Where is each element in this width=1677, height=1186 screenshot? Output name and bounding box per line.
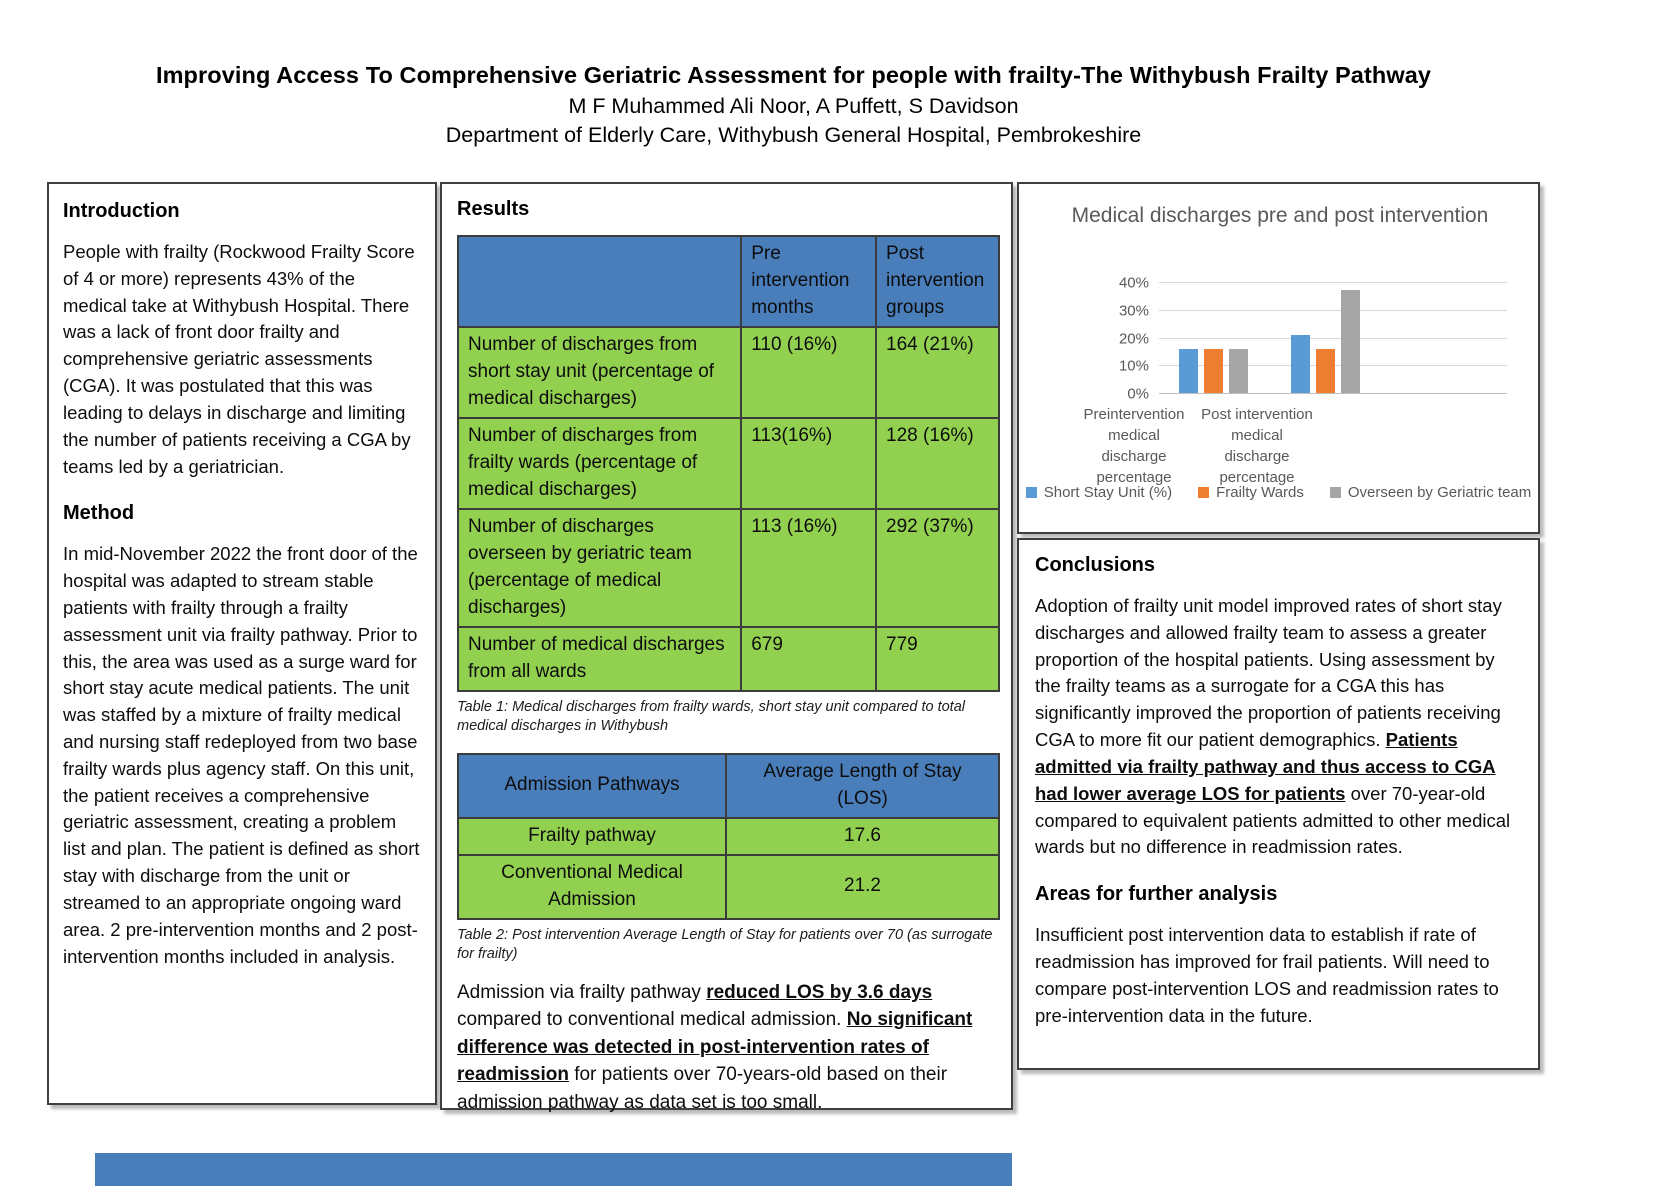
table-row: Conventional Medical Admission 21.2: [457, 853, 1000, 920]
y-axis-tick-label: 20%: [1118, 330, 1149, 347]
discharges-table: Pre intervention months Post intervention…: [456, 235, 1000, 692]
table-cell: 292 (37%): [875, 507, 1000, 628]
footer-accent-bar: [95, 1153, 1012, 1186]
table-cell: 17.6: [725, 816, 1000, 856]
table-cell: Number of discharges from frailty wards …: [456, 416, 743, 510]
chart-gridline: [1159, 337, 1507, 339]
table-cell: Number of medical discharges from all wa…: [456, 625, 743, 692]
table-header-cell: Average Length of Stay (LOS): [725, 752, 1000, 819]
introduction-heading: Introduction: [63, 200, 180, 222]
chart-gridline: [1159, 393, 1507, 394]
table-cell: 21.2: [725, 853, 1000, 920]
table-cell: Number of discharges from short stay uni…: [456, 325, 743, 419]
y-axis-tick-label: 10%: [1118, 357, 1149, 375]
results-heading: Results: [457, 198, 530, 220]
y-axis-tick-label: 40%: [1118, 274, 1149, 292]
legend-label: Short Stay Unit (%): [1043, 484, 1173, 501]
table2-caption: Table 2: Post intervention Average Lengt…: [457, 926, 993, 963]
poster-header: Improving Access To Comprehensive Geriat…: [0, 62, 1587, 148]
method-heading: Method: [63, 502, 135, 525]
text-run: Admission via frailty pathway: [457, 981, 707, 1003]
chart-bar: [1179, 349, 1198, 393]
conclusions-box: Conclusions Adoption of frailty unit mod…: [1017, 538, 1540, 1070]
legend-swatch-icon: [1329, 487, 1341, 498]
table-row: Number of discharges from short stay uni…: [456, 325, 1000, 419]
text-run: for patients over 70-years-old based on …: [457, 1064, 948, 1113]
table-cell: 113 (16%): [740, 507, 878, 628]
chart-bar: [1291, 335, 1310, 393]
chart-y-axis: 0% 10% 20% 30% 40%: [1091, 275, 1149, 403]
table-header-cell: [456, 235, 743, 328]
length-of-stay-table: Admission Pathways Average Length of Stay…: [457, 752, 1000, 920]
introduction-paragraph: People with frailty (Rockwood Frailty Sc…: [63, 241, 415, 477]
legend-item: Short Stay Unit (%): [1025, 484, 1173, 501]
table-row: Number of medical discharges from all wa…: [456, 625, 1000, 692]
legend-item: Frailty Wards: [1198, 484, 1304, 501]
affiliation-line: Department of Elderly Care, Withybush Ge…: [445, 123, 1142, 147]
chart-box: Medical discharges pre and post interven…: [1017, 182, 1540, 534]
table-row: Number of discharges overseen by geriatr…: [456, 507, 1000, 628]
bar-cluster: [1179, 349, 1248, 393]
text-run: Adoption of frailty unit model improved …: [1035, 595, 1502, 751]
table-cell: 679: [740, 625, 878, 692]
conclusions-paragraph: Adoption of frailty unit model improved …: [1035, 593, 1522, 861]
further-analysis-paragraph: Insufficient post intervention data to e…: [1035, 924, 1499, 1026]
chart-legend: Short Stay Unit (%) Frailty Wards Overseen…: [1019, 484, 1538, 501]
text-run: compared to conventional medical admissi…: [457, 1009, 847, 1031]
text-run: reduced LOS by 3.6 days: [706, 981, 933, 1003]
table1-caption: Table 1: Medical discharges from frailty…: [457, 698, 965, 735]
x-axis-category-label: Preintervention medical discharge percen…: [1083, 406, 1185, 486]
method-paragraph: In mid-November 2022 the front door of t…: [63, 543, 420, 967]
chart-gridline: [1159, 309, 1507, 311]
chart-bar: [1204, 349, 1223, 393]
table-cell: 164 (21%): [875, 325, 1000, 419]
further-analysis-heading: Areas for further analysis: [1035, 883, 1278, 906]
chart-bar: [1229, 349, 1248, 393]
table-cell: Number of discharges overseen by geriatr…: [456, 507, 743, 628]
legend-item: Overseen by Geriatric team: [1329, 484, 1532, 501]
authors-line: M F Muhammed Ali Noor, A Puffett, S Davi…: [568, 94, 1019, 118]
results-box: Results Pre intervention months Post inte…: [440, 182, 1013, 1113]
table-cell: 110 (16%): [740, 325, 878, 419]
results-summary-paragraph: Admission via frailty pathway reduced LO…: [457, 979, 996, 1117]
table-cell: 113(16%): [740, 416, 878, 510]
chart-title: Medical discharges pre and post interven…: [1071, 204, 1489, 227]
table-row: Frailty pathway 17.6: [457, 816, 1000, 856]
table-row: Number of discharges from frailty wards …: [456, 416, 1000, 510]
text-run: over 70-year-old compared to equivalent …: [1035, 782, 1511, 858]
legend-swatch-icon: [1198, 487, 1210, 498]
y-axis-tick-label: 30%: [1118, 302, 1149, 320]
text-run: Patients admitted via frailty pathway an…: [1035, 729, 1496, 804]
chart-plot: [1159, 282, 1507, 394]
table-header-row: Admission Pathways Average Length of Stay…: [457, 752, 1000, 819]
table-cell: Frailty pathway: [457, 816, 727, 856]
chart-bar: [1316, 349, 1335, 393]
legend-swatch-icon: [1025, 487, 1037, 498]
conclusions-heading: Conclusions: [1035, 554, 1156, 576]
legend-label: Overseen by Geriatric team: [1347, 484, 1532, 501]
introduction-method-box: Introduction People with frailty (Rockwo…: [47, 182, 437, 1105]
text-run: No significant difference was detected i…: [457, 1009, 973, 1086]
y-axis-tick-label: 0%: [1127, 385, 1149, 403]
chart-gridline: [1159, 282, 1507, 283]
table-cell: 779: [875, 625, 1000, 692]
table-header-cell: Post intervention groups: [875, 235, 1000, 328]
table-header-cell: Admission Pathways: [457, 752, 727, 819]
x-axis-category-label: Post intervention medical discharge perc…: [1201, 406, 1313, 486]
poster-title: Improving Access To Comprehensive Geriat…: [155, 62, 1432, 88]
table-cell: 128 (16%): [875, 416, 1000, 510]
bar-cluster: [1291, 290, 1360, 393]
table-header-cell: Pre intervention months: [740, 235, 878, 328]
table-header-row: Pre intervention months Post intervention…: [456, 235, 1000, 328]
legend-label: Frailty Wards: [1216, 484, 1304, 501]
chart-bar: [1341, 290, 1360, 393]
table-cell: Conventional Medical Admission: [457, 853, 727, 920]
